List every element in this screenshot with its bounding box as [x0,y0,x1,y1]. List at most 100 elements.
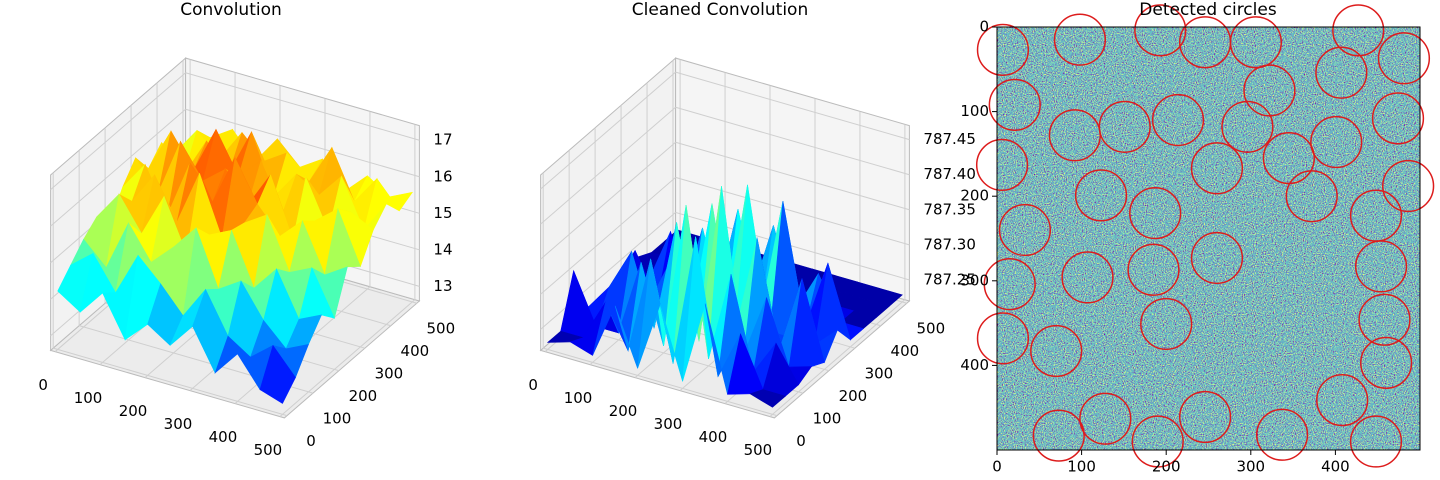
detected-circle [1129,186,1182,240]
x-tick-label: 0 [992,458,1002,476]
grid-line [540,212,676,330]
y-tick-label: 200 [349,387,378,405]
x-tick-label: 100 [564,389,593,407]
detected-circle [1377,32,1431,85]
detected-circle [988,78,1041,131]
y-tick-label: 0 [979,18,989,36]
y-tick-label: 300 [865,365,894,383]
x-tick-label: 300 [654,415,683,433]
chart-title: Detected circles [1139,0,1277,20]
grid-line [50,108,186,227]
y-tick-label: 500 [426,320,455,338]
x-tick-label: 300 [164,415,193,433]
z-tick-label: 13 [433,277,452,295]
y-tick-label: 300 [375,365,404,383]
y-tick-label: 300 [960,271,989,289]
detected-circle [1371,92,1425,145]
detected-circle [1255,408,1309,461]
y-tick-label: 200 [839,387,868,405]
y-tick-label: 100 [813,410,842,428]
x-tick-label: 400 [699,428,728,446]
detected-circle [1332,4,1385,57]
detected-circle [1131,415,1184,468]
y-tick-label: 0 [306,432,316,450]
detected-circle [1349,415,1403,468]
detected-circle [1310,115,1363,169]
x-tick-label: 200 [609,402,638,420]
grid-line [185,108,420,178]
detected-circle [976,312,1030,365]
x-tick-label: 0 [38,376,48,394]
chart-title: Cleaned Convolution [632,0,808,20]
detected-circle [1053,13,1107,66]
grid-line [675,141,910,211]
grid-line [543,347,778,417]
detected-circle [1030,324,1083,378]
grid-line [675,71,910,141]
detected-circle [1315,46,1368,99]
image [997,27,1420,450]
grid-line [675,176,910,246]
detected-circle [1074,169,1128,222]
x-tick-label: 400 [1321,458,1350,476]
detected-circle [1127,243,1180,296]
x-tick-label: 500 [254,441,283,459]
detected-circle [1151,93,1205,147]
detected-circle [1316,373,1369,427]
z-tick-label: 787.35 [923,200,976,218]
z-tick-label: 14 [433,240,452,258]
y-tick-label: 200 [960,187,989,205]
detected-circle [1358,293,1411,346]
z-tick-label: 16 [433,167,452,185]
detected-circle [1140,297,1193,351]
x-tick-label: 0 [528,376,538,394]
detected-circle [1354,240,1408,293]
grid-line [540,106,676,225]
detected-circle [1243,64,1296,117]
x-tick-label: 200 [119,402,148,420]
x-tick-label: 100 [74,389,103,407]
y-tick-label: 100 [960,102,989,120]
detected-circle [976,23,1030,76]
detected-circle [1285,170,1338,223]
grid-line [540,176,676,295]
detected-circle [1190,142,1244,195]
detected-circle [975,138,1029,192]
detected-circle [1262,132,1315,185]
detected-circle [1360,336,1413,389]
z-tick-label: 787.30 [923,235,976,253]
y-tick-label: 400 [960,356,989,374]
detected-circle [1178,390,1232,444]
axes-frame [996,26,1421,451]
x-tick-label: 300 [1236,458,1265,476]
y-tick-label: 0 [796,432,806,450]
x-tick-label: 200 [1152,458,1181,476]
detected-circle [1221,100,1274,153]
y-tick-label: 400 [401,342,430,360]
z-tick-label: 787.45 [923,130,976,148]
x-tick-label: 500 [744,441,773,459]
detected-circle [1382,159,1435,213]
z-tick-label: 17 [433,131,452,149]
z-tick-label: 787.25 [923,270,976,288]
grid-line [540,71,676,190]
grid-line [185,72,420,141]
grid-line [675,106,910,176]
grid-line [279,299,416,417]
y-tick-label: 100 [323,410,352,428]
surface-cell [749,389,787,408]
detected-circle [1190,231,1244,285]
x-tick-label: 100 [1067,458,1096,476]
grid-line [540,141,676,260]
y-tick-label: 500 [916,320,945,338]
surface-cell [259,344,296,404]
detected-circle [1098,100,1151,153]
detected-circle [1079,392,1132,445]
detected-circle [998,203,1052,257]
grid-line [769,299,906,417]
x-tick-label: 400 [209,428,238,446]
y-tick-label: 400 [891,342,920,360]
detected-circle [1229,16,1283,69]
chart-title: Convolution [180,0,282,20]
